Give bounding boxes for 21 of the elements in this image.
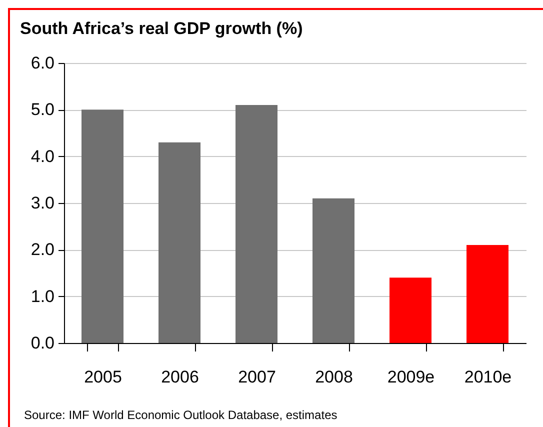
- y-tick-label: 1.0: [30, 286, 54, 306]
- x-tick-label: 2010e: [464, 368, 512, 386]
- bar: [466, 245, 508, 343]
- bar: [158, 142, 200, 343]
- y-tick-label: 3.0: [30, 194, 54, 212]
- source-note: Source: IMF World Economic Outlook Database, estimates: [24, 408, 338, 422]
- x-tick-label: 2007: [238, 368, 276, 386]
- bar: [236, 105, 278, 343]
- y-tick-label: 0.0: [30, 334, 54, 352]
- y-tick-label: 6.0: [30, 54, 54, 72]
- y-tick-label: 4.0: [30, 146, 54, 166]
- bar: [390, 278, 432, 343]
- y-tick-label: 5.0: [30, 100, 54, 120]
- x-tick-label: 2009e: [387, 368, 435, 386]
- y-tick-label: 2.0: [30, 240, 54, 260]
- x-tick-label: 2005: [84, 368, 122, 386]
- x-tick-label: 2008: [315, 368, 353, 386]
- chart-title: South Africa’s real GDP growth (%): [20, 19, 303, 38]
- bar: [312, 198, 354, 343]
- bar: [82, 110, 124, 343]
- x-tick-label: 2006: [161, 368, 199, 386]
